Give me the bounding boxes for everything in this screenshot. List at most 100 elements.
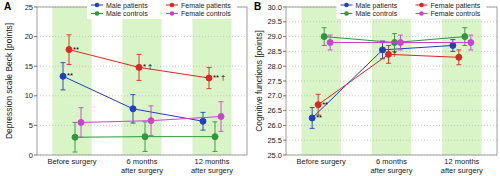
y-tick-label: 0	[29, 151, 33, 160]
panel-label: A	[4, 1, 11, 12]
y-tick	[34, 155, 37, 156]
error-cap	[137, 80, 142, 81]
error-cap	[143, 121, 148, 122]
y-tick-label: 25.5	[267, 136, 282, 145]
error-cap	[61, 62, 66, 63]
point	[380, 47, 386, 53]
error-cap	[207, 67, 212, 68]
category-band	[122, 7, 161, 155]
y-tick-label: 30.0	[267, 3, 282, 12]
point	[327, 40, 333, 46]
x-tick-label: 6 monthsafter surgery	[370, 157, 412, 175]
y-axis-title: Cognitive functions [points]	[254, 30, 264, 132]
y-tick	[34, 66, 37, 67]
plot-area	[309, 28, 474, 129]
error-cap	[201, 130, 206, 131]
figure: 0510152025Before surgery6 monthsafter su…	[0, 0, 500, 176]
legend-swatch-marker	[419, 11, 424, 16]
error-cap	[322, 45, 327, 46]
error-cap	[213, 151, 218, 152]
y-tick-label: 29.0	[267, 32, 282, 41]
error-bar	[201, 112, 206, 130]
annotation: †	[393, 49, 397, 58]
error-bar	[450, 40, 455, 52]
point	[398, 40, 404, 46]
legend-label: Female controls	[181, 10, 231, 17]
error-bar	[79, 108, 84, 138]
y-tick-label: 28.5	[267, 47, 282, 56]
y-tick	[34, 125, 37, 126]
error-cap	[456, 49, 461, 50]
x-tick-label: Before surgery	[297, 157, 346, 166]
error-bar	[310, 108, 315, 129]
legend-label: Male patients	[356, 2, 398, 10]
error-bar	[131, 95, 136, 123]
y-tick-label: 29.5	[267, 17, 282, 26]
legend-box	[87, 0, 237, 19]
x-tick-label-line: after surgery	[441, 166, 483, 175]
error-bar	[213, 122, 218, 152]
point	[72, 134, 78, 140]
legend-label: Female controls	[431, 10, 481, 17]
y-tick	[283, 21, 286, 22]
y-tick	[283, 51, 286, 52]
error-bar	[149, 106, 154, 136]
y-tick-label: 15	[25, 62, 33, 71]
error-cap	[468, 35, 473, 36]
error-cap	[310, 107, 315, 108]
y-tick	[34, 7, 37, 8]
point	[462, 34, 468, 40]
legend-swatch-marker	[95, 11, 100, 16]
point	[206, 75, 212, 81]
x-tick-label: 6 monthsafter surgery	[121, 157, 163, 175]
error-bar	[398, 35, 403, 50]
error-bar	[456, 50, 461, 65]
error-cap	[131, 123, 136, 124]
error-cap	[322, 27, 327, 28]
y-tick	[283, 140, 286, 141]
error-cap	[61, 89, 66, 90]
y-tick	[283, 110, 286, 111]
x-tick-label-line: 12 months	[194, 157, 229, 166]
plot-area	[60, 35, 224, 152]
legend: Male patientsFemale patientsMale control…	[87, 0, 237, 19]
legend-box	[337, 0, 487, 19]
error-cap	[79, 107, 84, 108]
error-bar	[143, 122, 148, 152]
error-cap	[386, 63, 391, 64]
error-bar	[322, 28, 327, 46]
x-tick-label-line: after surgery	[121, 166, 163, 175]
point	[60, 73, 66, 79]
point	[468, 40, 474, 46]
y-tick-label: 27.5	[267, 77, 282, 86]
grid-line	[286, 66, 497, 67]
error-bar	[468, 35, 473, 50]
error-cap	[73, 152, 78, 153]
legend-swatch-marker	[344, 3, 349, 8]
x-tick-label: Before surgery	[47, 157, 96, 166]
y-tick	[283, 66, 286, 67]
point	[142, 134, 148, 140]
error-cap	[328, 49, 333, 50]
error-cap	[73, 122, 78, 123]
error-cap	[316, 94, 321, 95]
y-tick-label: 25	[25, 3, 33, 12]
error-cap	[201, 112, 206, 113]
y-tick-label: 28.0	[267, 62, 282, 71]
y-tick-label: 26.5	[267, 106, 282, 115]
error-cap	[398, 35, 403, 36]
error-cap	[462, 45, 467, 46]
legend-label: Female patients	[181, 2, 231, 10]
panel-label: B	[254, 1, 261, 12]
error-bar	[61, 63, 66, 90]
legend-label: Female patients	[431, 2, 481, 10]
point	[321, 34, 327, 40]
annotation: **	[73, 45, 79, 54]
panel: 25.025.526.026.527.027.528.028.529.029.5…	[254, 0, 497, 175]
grid-line	[37, 155, 247, 156]
legend-swatch-marker	[170, 11, 175, 16]
error-cap	[213, 121, 218, 122]
legend-swatch-marker	[344, 11, 349, 16]
x-tick-label-line: 12 months	[444, 157, 479, 166]
error-cap	[398, 49, 403, 50]
